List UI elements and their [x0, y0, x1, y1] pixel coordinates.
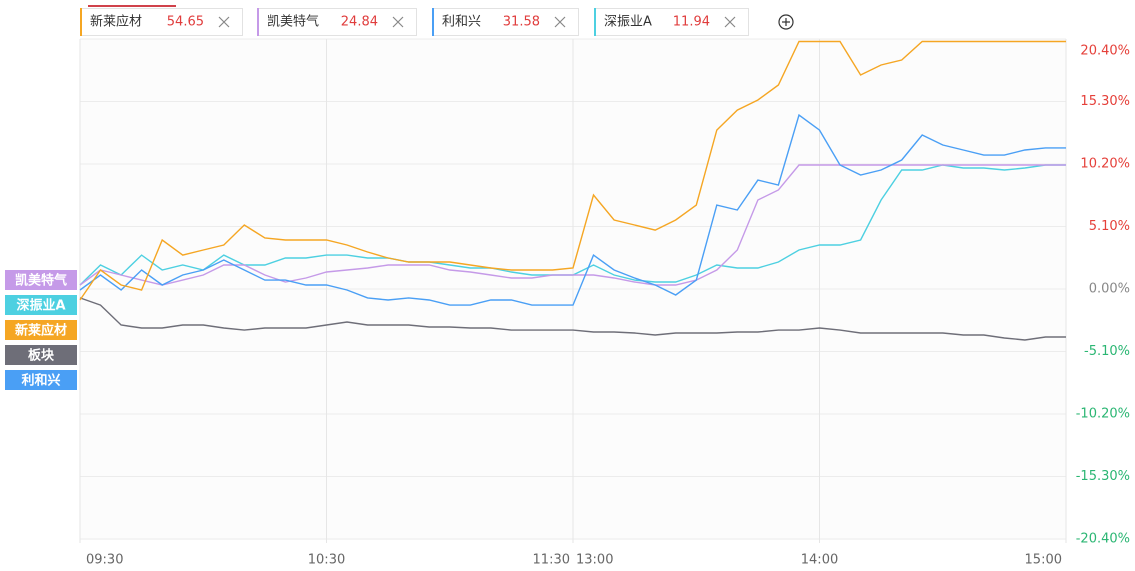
series-tab[interactable]: 新莱应材 54.65	[80, 5, 243, 36]
legend-swatch	[5, 370, 77, 390]
tab-name: 利和兴	[442, 15, 481, 30]
tab-price: 31.58	[503, 15, 540, 30]
y-tick-label: -15.30%	[1076, 469, 1130, 484]
legend-item: 凯美特气	[5, 270, 77, 290]
tab-close[interactable]	[218, 16, 230, 28]
legend-label: 新莱应材	[15, 323, 67, 339]
y-tick-label: 5.10%	[1089, 219, 1130, 234]
x-tick-label: 09:30	[86, 553, 123, 568]
series-line	[79, 297, 1066, 341]
legend-label: 凯美特气	[15, 273, 67, 289]
y-tick-label: 20.40%	[1080, 44, 1130, 59]
tab-color	[432, 8, 434, 36]
legend-swatch	[5, 320, 77, 340]
add-button[interactable]	[778, 14, 794, 30]
legend-swatch	[5, 345, 77, 365]
series-line	[79, 164, 1066, 286]
tab-color	[257, 8, 259, 36]
series-tab[interactable]: 利和兴 31.58	[432, 8, 579, 36]
legend-swatch	[5, 295, 77, 315]
y-tick-label: 10.20%	[1080, 157, 1130, 172]
tab-selected	[88, 5, 176, 7]
y-tick-label: -10.20%	[1076, 407, 1130, 422]
series-tab[interactable]: 深振业A 11.94	[594, 8, 749, 36]
tab-color	[80, 8, 82, 36]
tab-close[interactable]	[392, 16, 404, 28]
x-tick-label: 10:30	[308, 553, 345, 568]
legend-item: 深振业A	[5, 295, 77, 315]
tab-box	[80, 8, 243, 36]
x-tick-label: 14:00	[801, 553, 838, 568]
tab-color	[594, 8, 596, 36]
tab-name: 新莱应材	[90, 14, 142, 30]
tab-price: 11.94	[673, 15, 710, 30]
series-tab[interactable]: 凯美特气 24.84	[257, 8, 417, 36]
tab-close[interactable]	[554, 16, 566, 28]
legend-label: 深振业A	[16, 298, 65, 314]
legend-item: 新莱应材	[5, 320, 77, 340]
tab-name: 深振业A	[604, 15, 652, 30]
legend-item: 板块	[5, 345, 77, 365]
tab-box	[594, 8, 749, 36]
series-line	[79, 40, 1066, 301]
legend-label: 板块	[28, 348, 55, 364]
legend-swatch	[5, 270, 77, 290]
tab-price: 54.65	[167, 15, 204, 30]
legend-item: 利和兴	[5, 370, 77, 390]
x-tick-label: 13:00	[576, 553, 613, 568]
y-tick-label: 15.30%	[1080, 94, 1130, 109]
y-tick-label: -20.40%	[1076, 532, 1130, 547]
tab-name: 凯美特气	[267, 14, 319, 30]
x-tick-label: 11:30	[533, 553, 570, 568]
y-tick-label: -5.10%	[1084, 344, 1130, 359]
legend-label: 利和兴	[21, 373, 60, 389]
y-tick-label: 0.00%	[1089, 282, 1130, 297]
x-tick-label: 15:00	[1025, 553, 1062, 568]
tab-close[interactable]	[724, 16, 736, 28]
tab-price: 24.84	[341, 15, 378, 30]
series-line	[79, 113, 1066, 306]
